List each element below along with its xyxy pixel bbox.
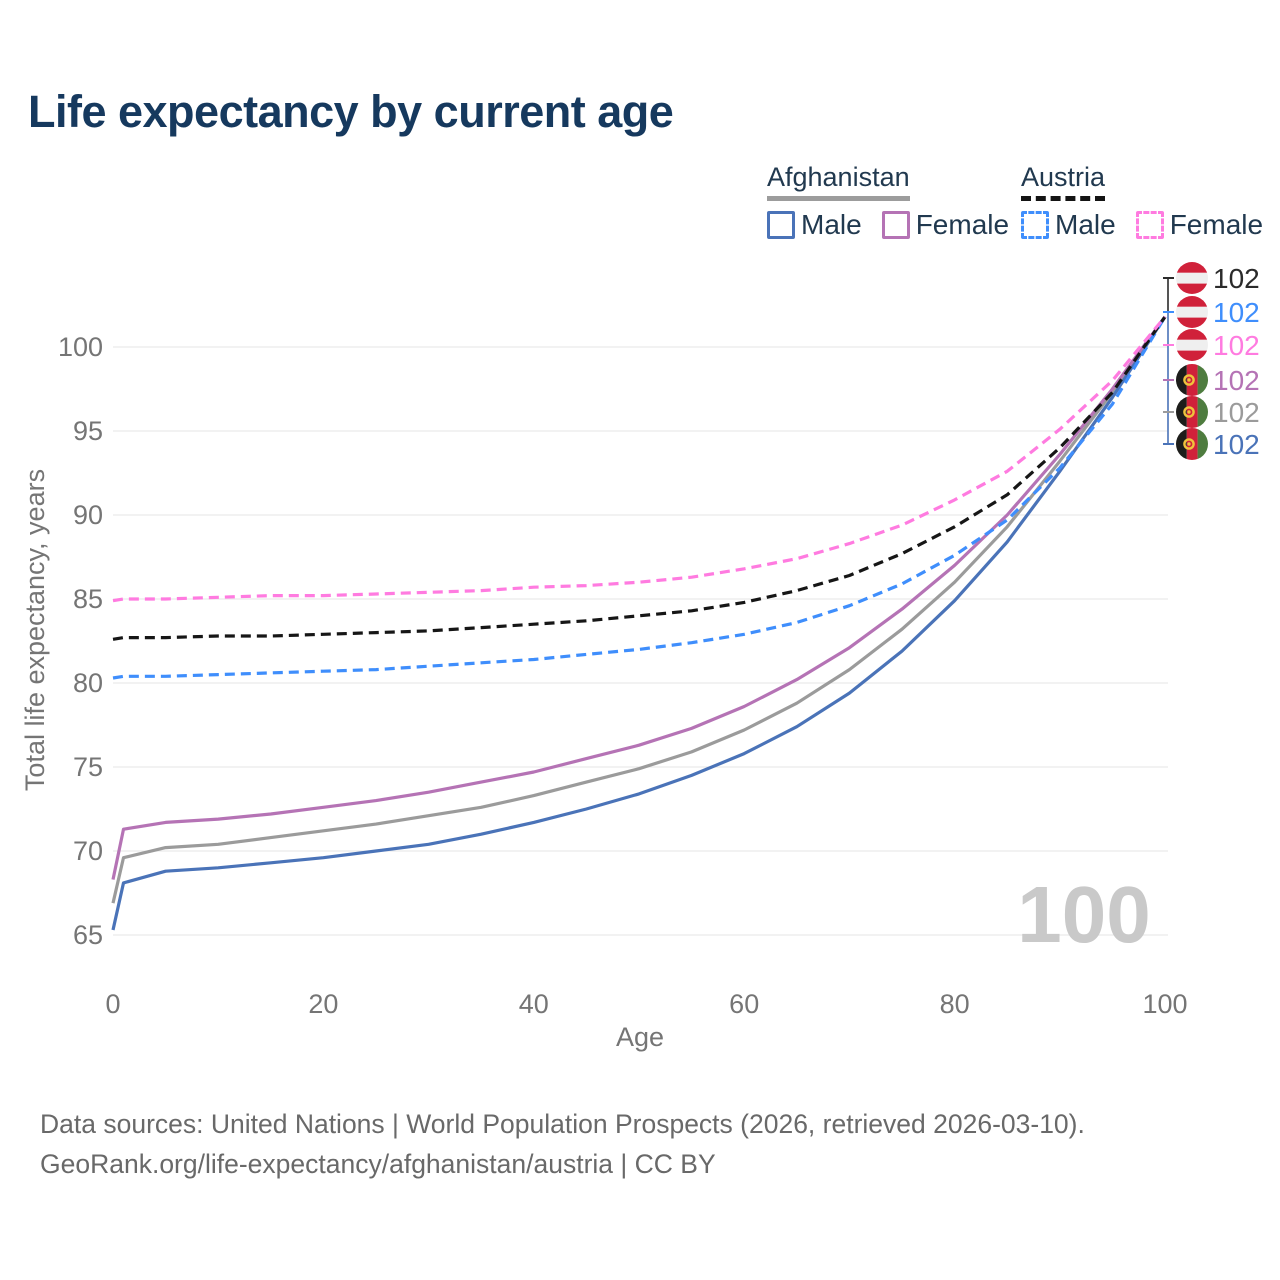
end-value-label: 102 xyxy=(1213,429,1260,460)
austria-flag-icon xyxy=(1176,329,1208,361)
x-tick-label: 0 xyxy=(105,989,120,1019)
legend-items-austria: Male Female xyxy=(1021,209,1263,241)
series-line-afghanistan-female[interactable] xyxy=(111,315,1167,880)
afghanistan-flag-emblem-icon xyxy=(1183,438,1195,450)
afghanistan-flag-icon xyxy=(1176,364,1208,396)
page-title: Life expectancy by current age xyxy=(28,86,674,137)
austria-flag-stripe xyxy=(1176,283,1208,294)
legend-swatch-austria-female-icon xyxy=(1135,211,1164,239)
series-line-austria-male[interactable] xyxy=(112,315,1167,680)
chart: 65 70 75 80 85 90 95 100 0 20 40 60 80 100 Age Total li… xyxy=(0,240,1280,1080)
footer: Data sources: United Nations | World Pop… xyxy=(40,1104,1085,1184)
y-tick-label: 80 xyxy=(73,668,103,698)
legend-items-afghanistan: Male Female xyxy=(767,209,1009,241)
afghanistan-flag-emblem-dot xyxy=(1187,378,1191,382)
x-tick-label: 40 xyxy=(519,989,549,1019)
footer-attribution: GeoRank.org/life-expectancy/afghanistan/… xyxy=(40,1149,716,1179)
austria-flag-stripe xyxy=(1176,262,1208,273)
austria-flag-stripe xyxy=(1176,350,1208,361)
legend-heading-austria[interactable]: Austria xyxy=(1021,162,1106,201)
legend-item-austria-female[interactable]: Female xyxy=(1135,209,1264,241)
afghanistan-flag-stripe xyxy=(1176,364,1187,396)
austria-flag-stripe xyxy=(1176,317,1208,328)
legend-heading-afghanistan[interactable]: Afghanistan xyxy=(767,162,910,201)
afghanistan-flag-icon xyxy=(1176,396,1208,428)
austria-flag-stripe xyxy=(1176,306,1208,318)
austria-flag-stripe xyxy=(1176,329,1208,340)
x-axis-title: Age xyxy=(616,1022,664,1052)
line-chart-canvas: 65 70 75 80 85 90 95 100 0 20 40 60 80 100 Age Total li… xyxy=(20,262,1260,1052)
legend-swatch-afghanistan-female-icon xyxy=(881,211,910,239)
x-tick-label: 20 xyxy=(308,989,338,1019)
afghanistan-flag-emblem-dot xyxy=(1187,442,1191,446)
x-tick-label: 80 xyxy=(940,989,970,1019)
legend-label-afghanistan-female: Female xyxy=(915,209,1010,240)
series-line-afghanistan-male[interactable] xyxy=(111,315,1167,931)
series-line-austria-all[interactable] xyxy=(112,315,1167,641)
austria-flag-icon xyxy=(1176,296,1208,328)
afghanistan-flag-emblem-icon xyxy=(1183,374,1195,386)
afghanistan-flag-stripe xyxy=(1176,428,1187,460)
austria-flag-stripe xyxy=(1176,339,1208,351)
y-tick-label: 90 xyxy=(73,500,103,530)
y-tick-label: 70 xyxy=(73,836,103,866)
legend-swatch-austria-male-icon xyxy=(1021,211,1049,239)
austria-flag-icon xyxy=(1176,262,1208,294)
afghanistan-flag-stripe xyxy=(1197,364,1208,396)
y-tick-label: 95 xyxy=(73,416,103,446)
y-axis-title: Total life expectancy, years xyxy=(20,469,50,791)
y-tick-label: 75 xyxy=(73,752,103,782)
age-watermark: 100 xyxy=(1017,870,1150,959)
legend-group-afghanistan: Afghanistan Male Female xyxy=(767,162,1009,241)
footer-sources: Data sources: United Nations | World Pop… xyxy=(40,1109,1085,1139)
legend-item-austria-male[interactable]: Male xyxy=(1021,209,1116,241)
end-value-label: 102 xyxy=(1213,330,1260,361)
end-value-label: 102 xyxy=(1213,297,1260,328)
afghanistan-flag-stripe xyxy=(1197,428,1208,460)
afghanistan-flag-stripe xyxy=(1186,428,1198,460)
legend: Afghanistan Male Female Austria Male xyxy=(0,162,1280,252)
legend-label-afghanistan-male: Male xyxy=(801,209,862,240)
afghanistan-flag-stripe xyxy=(1186,396,1198,428)
legend-item-afghanistan-male[interactable]: Male xyxy=(767,209,862,241)
y-tick-label: 85 xyxy=(73,584,103,614)
x-tick-label: 60 xyxy=(729,989,759,1019)
end-value-label: 102 xyxy=(1213,397,1260,428)
afghanistan-flag-stripe xyxy=(1176,396,1187,428)
legend-group-austria: Austria Male Female xyxy=(1021,162,1263,241)
afghanistan-flag-icon xyxy=(1176,428,1208,460)
y-tick-label: 65 xyxy=(73,920,103,950)
leader-line-bottom xyxy=(1167,312,1174,445)
series-line-afghanistan-all[interactable] xyxy=(111,315,1167,904)
afghanistan-flag-stripe xyxy=(1197,396,1208,428)
afghanistan-flag-emblem-icon xyxy=(1183,406,1195,418)
end-value-label: 102 xyxy=(1213,365,1260,396)
x-tick-label: 100 xyxy=(1142,989,1187,1019)
legend-label-austria-male: Male xyxy=(1055,209,1116,240)
afghanistan-flag-emblem-dot xyxy=(1187,410,1191,414)
austria-flag-stripe xyxy=(1176,296,1208,307)
afghanistan-flag-stripe xyxy=(1186,364,1198,396)
y-tick-label: 100 xyxy=(58,332,103,362)
series-line-austria-female[interactable] xyxy=(112,315,1167,603)
end-value-label: 102 xyxy=(1213,263,1260,294)
leader-line-top xyxy=(1167,277,1174,312)
austria-flag-stripe xyxy=(1176,272,1208,284)
legend-item-afghanistan-female[interactable]: Female xyxy=(881,209,1010,241)
legend-label-austria-female: Female xyxy=(1169,209,1264,240)
legend-swatch-afghanistan-male-icon xyxy=(767,211,795,239)
